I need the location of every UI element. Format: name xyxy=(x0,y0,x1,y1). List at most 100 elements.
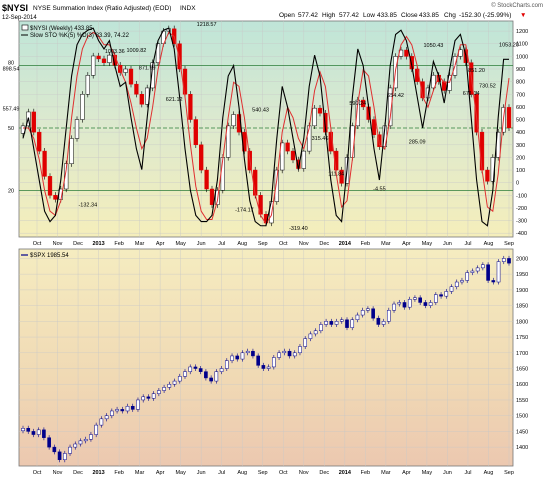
nysi-x-tick-label: Jul xyxy=(218,241,225,247)
nysi-candle xyxy=(339,169,344,184)
nysi-candle xyxy=(193,119,198,146)
nysi-y-tick-label: -100 xyxy=(516,193,527,199)
spx-bar xyxy=(256,355,260,366)
spx-x-tick-label: May xyxy=(422,470,433,476)
spx-x-axis: Oct Nov Dec 2013 Feb Mar Apr May Jun Jul Aug Sep Oct… xyxy=(33,470,514,476)
spx-gridlines xyxy=(19,249,513,466)
nysi-candle xyxy=(404,49,409,57)
stoch-k-line xyxy=(22,27,509,227)
stoch-left-tick-label: 557.49 xyxy=(3,106,20,112)
spx-x-tick-label: Mar xyxy=(381,470,391,476)
nysi-annotation-label: 1009.82 xyxy=(126,48,146,54)
nysi-x-tick-label: May xyxy=(175,241,186,247)
nysi-candle xyxy=(123,68,128,73)
spx-bar xyxy=(26,428,31,432)
spx-bar xyxy=(151,393,156,399)
nysi-candle xyxy=(155,43,161,63)
spx-bar xyxy=(434,294,438,303)
spx-panel-background xyxy=(18,248,514,467)
spx-bar xyxy=(99,418,104,426)
spx-bar xyxy=(136,399,140,410)
spx-y-tick-label: 2000 xyxy=(516,256,528,262)
nysi-candle xyxy=(274,169,279,202)
spx-bar xyxy=(381,321,386,325)
spx-y-tick-label: 1650 xyxy=(516,367,528,373)
spx-bar xyxy=(240,352,245,360)
nysi-annotation-label: 1050.43 xyxy=(423,43,443,49)
nysi-annotation-label: 671.14 xyxy=(463,91,480,97)
header: $NYSI NYSE Summation Index (Ratio Adjust… xyxy=(2,2,543,21)
spx-bar xyxy=(198,368,203,372)
nysi-x-tick-label: Feb xyxy=(114,241,123,247)
low-value: 433.85 xyxy=(377,12,397,19)
nysi-x-tick-label: May xyxy=(422,241,433,247)
spx-x-tick-label: Oct xyxy=(279,470,288,476)
spx-bar xyxy=(444,291,449,297)
spx-bar xyxy=(496,261,501,283)
nysi-x-tick-label: Oct xyxy=(33,241,42,247)
spx-bar xyxy=(313,330,318,335)
nysi-x-tick-label: Apr xyxy=(156,241,165,247)
spx-bar xyxy=(272,357,276,368)
chg-label: Chg xyxy=(444,12,456,19)
spx-bar xyxy=(491,280,496,283)
nysi-y-tick-label: 600 xyxy=(516,105,525,111)
nysi-candle xyxy=(388,87,393,127)
spx-bar xyxy=(47,437,51,448)
nysi-candle xyxy=(479,131,485,171)
nysi-x-tick-label: Jun xyxy=(197,241,206,247)
nysi-panel-background xyxy=(18,20,514,238)
spx-bar xyxy=(449,286,454,292)
nysi-candle xyxy=(139,94,144,105)
stoch-left-tick-label: 50 xyxy=(8,126,14,132)
nysi-annotation-label: 111.84 xyxy=(328,172,344,178)
spx-bar xyxy=(214,371,219,382)
nysi-y-tick-label: 1200 xyxy=(516,29,528,35)
nysi-candle xyxy=(37,131,42,152)
low-label: Low xyxy=(363,12,375,19)
spx-x-tick-label: 2013 xyxy=(92,470,104,476)
spx-bar xyxy=(475,267,480,272)
spx-bar xyxy=(460,280,464,283)
nysi-x-tick-label: Feb xyxy=(361,241,370,247)
nysi-y-tick-label: 900 xyxy=(516,67,525,73)
spx-bar xyxy=(345,319,349,328)
spx-bar xyxy=(392,303,396,311)
spx-bar xyxy=(339,319,344,322)
spx-bar xyxy=(407,299,412,308)
spx-bar xyxy=(386,310,391,322)
spx-bar xyxy=(486,264,490,281)
nysi-candle xyxy=(361,99,366,108)
spx-bar xyxy=(355,314,360,321)
nysi-candle xyxy=(199,144,204,171)
nysi-x-tick-label: Dec xyxy=(319,241,329,247)
spx-x-tick-label: Feb xyxy=(361,470,370,476)
legend-price-swatch xyxy=(21,24,29,31)
nysi-candle xyxy=(96,55,101,60)
nysi-candle xyxy=(409,56,414,70)
nysi-y-tick-label: 200 xyxy=(516,155,525,161)
spx-bar xyxy=(287,350,292,357)
nysi-candle xyxy=(204,169,209,190)
spx-bar xyxy=(115,409,119,412)
spx-y-tick-label: 1700 xyxy=(516,351,528,357)
legend-price-label: $NYSI (Weekly) 433.85 xyxy=(30,26,93,32)
nysi-candle xyxy=(317,107,323,114)
spx-bar xyxy=(167,383,172,388)
close-value: 433.85 xyxy=(419,12,439,19)
spx-bar xyxy=(125,405,130,412)
spx-bar xyxy=(219,368,224,372)
nysi-candle xyxy=(280,142,285,171)
spx-panel: 1400 1450 1500 1550 1600 1650 1700 1750 1800 1850… xyxy=(18,248,528,467)
spx-bar xyxy=(89,434,93,440)
nysi-candle xyxy=(506,107,512,129)
open-label: Open xyxy=(279,12,295,19)
spx-bar xyxy=(177,376,182,382)
spx-y-tick-label: 1800 xyxy=(516,319,528,325)
spx-bar xyxy=(245,350,250,354)
spx-bar xyxy=(36,429,41,435)
spx-y-axis: 1400 1450 1500 1550 1600 1650 1700 1750 1800 1850… xyxy=(516,256,528,451)
spx-bar xyxy=(298,346,302,354)
symbol-label: $NYSI xyxy=(2,3,28,13)
spx-y-tick-label: 1750 xyxy=(516,335,528,341)
